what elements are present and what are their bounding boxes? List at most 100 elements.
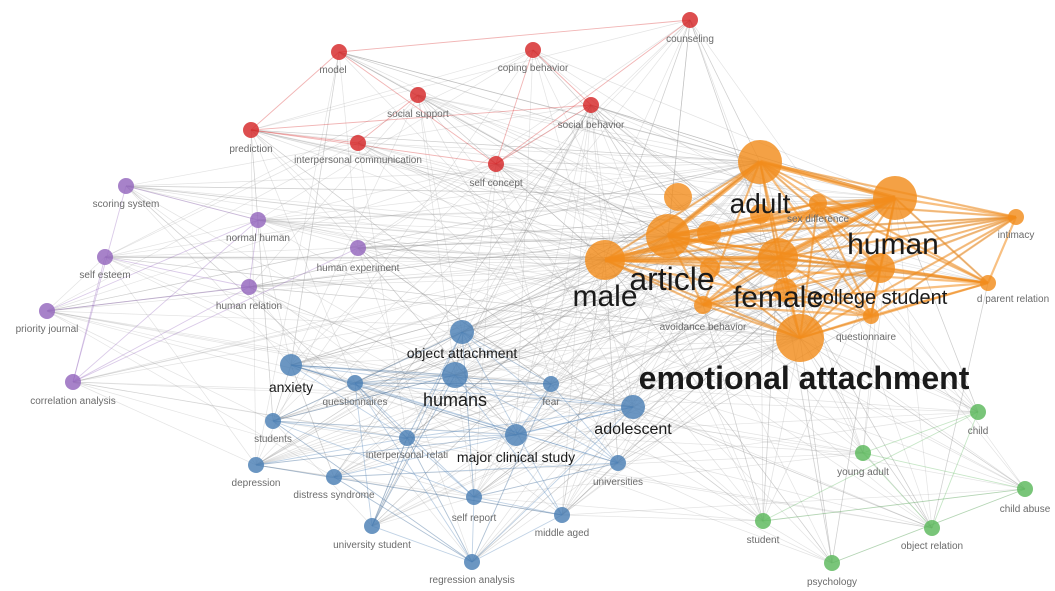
edge [454,304,704,376]
edge [272,331,463,422]
label-universities: universities [593,477,643,488]
edge [702,304,764,522]
edge [931,411,979,529]
edge [333,462,619,478]
edge [371,235,669,527]
node-adolescent[interactable] [621,395,645,419]
node-intimacy[interactable] [1008,209,1024,225]
node-interpersonal-relations[interactable] [399,430,415,446]
node-male[interactable] [585,240,625,280]
node-priority-journal[interactable] [39,303,55,319]
node-sex-difference[interactable] [809,194,827,212]
edge [471,383,552,563]
node-students[interactable] [265,413,281,429]
node-emotional-attachment[interactable] [776,314,824,362]
edge [255,19,691,466]
edge [125,185,456,376]
edge [515,49,534,436]
node-coping-behavior[interactable] [525,42,541,58]
node-anxiety[interactable] [280,354,302,376]
edge [862,197,896,454]
edge [333,437,408,478]
node-human[interactable] [873,176,917,220]
node-fear[interactable] [543,376,559,392]
edge [406,437,473,563]
node-object-attachment[interactable] [450,320,474,344]
node-model[interactable] [331,44,347,60]
node-psychology[interactable] [824,555,840,571]
edge [604,258,989,285]
edge [495,163,779,259]
node-interpersonal-communication[interactable] [350,135,366,151]
label-counseling: counseling [666,34,714,45]
edge [590,104,606,261]
node-human-experiment[interactable] [350,240,366,256]
edge [338,51,761,163]
edge [454,374,634,408]
edge [604,19,691,261]
edge [250,129,257,466]
node-humans[interactable] [442,362,468,388]
edge [257,219,359,249]
node-scoring-system[interactable] [118,178,134,194]
label-child-abuse: child abuse [1000,504,1051,515]
node-normal-human[interactable] [250,212,266,228]
edge [248,161,761,288]
edge [461,259,606,333]
edge [532,49,634,408]
edge [250,129,359,144]
node-child-parent-relation[interactable] [980,275,996,291]
node-prediction[interactable] [243,122,259,138]
label-adolescent: adolescent [594,421,672,438]
node-regression-analysis[interactable] [464,554,480,570]
node-universities[interactable] [610,455,626,471]
node-social-support[interactable] [410,87,426,103]
edge [762,257,779,522]
edge [417,94,606,261]
edge [894,197,979,413]
node-correlation-analysis[interactable] [65,374,81,390]
node-distress-syndrome[interactable] [326,469,342,485]
node-university-student[interactable] [364,518,380,534]
node-child[interactable] [970,404,986,420]
node-avoidance-behavior[interactable] [694,296,712,314]
node-adult[interactable] [738,140,782,184]
edge [357,104,592,144]
cluster-blob [750,204,770,224]
node-object-relation[interactable] [924,520,940,536]
node-social-behavior[interactable] [583,97,599,113]
label-human-experiment: human experiment [317,263,400,274]
node-self-concept[interactable] [488,156,504,172]
edge [46,310,801,339]
label-college-student: college student [813,287,948,309]
node-self-esteem[interactable] [97,249,113,265]
node-college-student[interactable] [865,253,895,283]
node-self-report[interactable] [466,489,482,505]
node-depression[interactable] [248,457,264,473]
node-questionnaires[interactable] [347,375,363,391]
node-young-adult[interactable] [855,445,871,461]
edge [46,235,669,312]
edge [473,496,764,522]
node-female[interactable] [758,238,798,278]
edge [406,406,634,439]
node-article[interactable] [646,214,690,258]
edge [250,129,764,522]
edge [357,104,592,249]
node-student[interactable] [755,513,771,529]
edge [561,462,619,516]
edge [357,142,634,408]
edge [777,215,1017,260]
node-human-relation[interactable] [241,279,257,295]
edge [250,129,761,163]
label-adult: adult [730,188,791,219]
edge [590,104,669,237]
node-major-clinical-study[interactable] [505,424,527,446]
edge [338,51,419,96]
node-counseling[interactable] [682,12,698,28]
node-child-abuse[interactable] [1017,481,1033,497]
edge [46,161,761,312]
node-questionnaire[interactable] [863,308,879,324]
label-avoidance-behavior: avoidance behavior [660,322,747,333]
node-middle-aged[interactable] [554,507,570,523]
